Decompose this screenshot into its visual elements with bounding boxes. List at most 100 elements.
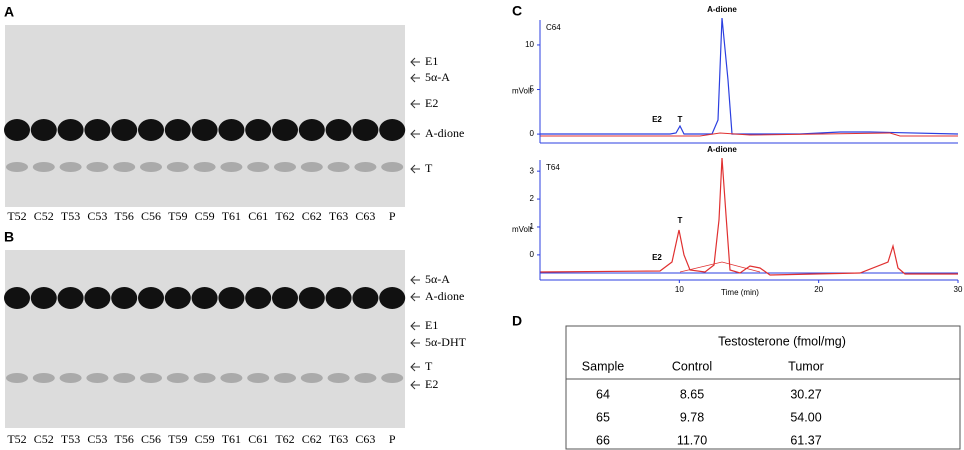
peak-label: E2 (652, 115, 662, 124)
gel-band (352, 119, 379, 141)
x-tick-label: 20 (814, 285, 823, 294)
gel-band-faint (381, 162, 404, 172)
gel-band-faint (86, 162, 109, 172)
gel-band (84, 119, 111, 141)
lane-label: C52 (34, 432, 54, 446)
gel-band (325, 119, 352, 141)
band-label: A-dione (425, 289, 464, 303)
y-tick-label: 0 (530, 129, 535, 138)
x-tick-label: 10 (675, 285, 684, 294)
lane-label: T63 (329, 432, 348, 446)
gel-band (84, 287, 111, 309)
arrow (410, 164, 420, 174)
gel-band-faint (300, 373, 323, 383)
gel-band-faint (140, 373, 162, 383)
panel-label: D (512, 313, 522, 329)
band-label: 5α-A (425, 272, 450, 286)
gel-band-faint (113, 162, 136, 172)
arrow (410, 57, 420, 67)
lane-label: T53 (61, 209, 80, 223)
band-label: E2 (425, 96, 438, 110)
lane-label: T62 (275, 209, 294, 223)
gel-band (298, 119, 325, 141)
band-label: 5α-A (425, 70, 450, 84)
gel-band (325, 287, 352, 309)
arrow (410, 129, 420, 139)
table-title: Testosterone (fmol/mg) (718, 334, 846, 348)
gel-band-faint (32, 373, 55, 383)
lane-label: P (389, 432, 396, 446)
gel-band-faint (300, 162, 323, 172)
lane-label: T56 (115, 209, 134, 223)
gel-band-faint (220, 373, 243, 383)
lane-label: C53 (87, 432, 107, 446)
gel-band (138, 119, 164, 141)
lane-label: T61 (222, 209, 241, 223)
lane-label: T59 (168, 209, 187, 223)
gel-image (5, 250, 405, 428)
gel-band-faint (6, 373, 28, 383)
gel-band (30, 119, 57, 141)
table-frame (565, 325, 961, 450)
gel-band (245, 119, 272, 141)
gel-band-faint (193, 373, 216, 383)
column-header: Sample (582, 359, 624, 373)
lane-label: C61 (248, 432, 268, 446)
gel-band-faint (59, 373, 82, 383)
trace-red (679, 261, 761, 273)
lane-label: C52 (34, 209, 54, 223)
lane-label: T56 (115, 432, 134, 446)
gel-band (30, 287, 57, 309)
y-tick-label: 1 (530, 222, 535, 231)
lane-label: C61 (248, 209, 268, 223)
gel-band (379, 119, 406, 141)
y-axis-label: mVolt (512, 87, 533, 96)
lane-label: T53 (61, 432, 80, 446)
gel-band (272, 287, 298, 309)
gel-band-faint (6, 162, 28, 172)
lane-label: T63 (329, 209, 348, 223)
table-cell: 9.78 (680, 410, 704, 424)
column-header: Tumor (788, 359, 824, 373)
arrow (410, 292, 420, 302)
lane-label: C63 (355, 209, 375, 223)
gel-band-faint (166, 373, 189, 383)
gel-band-faint (113, 373, 136, 383)
band-label: E1 (425, 318, 438, 332)
sample-label: C64 (546, 23, 561, 32)
y-tick-label: 3 (530, 166, 535, 175)
table-cell: 8.65 (680, 387, 704, 401)
table-cell: 30.27 (790, 387, 821, 401)
y-tick-label: 10 (525, 40, 534, 49)
lane-label: T52 (7, 432, 26, 446)
x-tick-label: 30 (954, 285, 963, 294)
gel-band (138, 287, 164, 309)
gel-band-faint (220, 162, 243, 172)
gel-band-faint (59, 162, 82, 172)
table-cell: 66 (596, 433, 610, 447)
gel-band-faint (193, 162, 216, 172)
x-axis-label: Time (min) (721, 288, 759, 297)
arrow (410, 73, 420, 83)
lane-label: C53 (87, 209, 107, 223)
lane-label: C56 (141, 432, 161, 446)
gel-band (164, 287, 191, 309)
lane-label: T61 (222, 432, 241, 446)
lane-label: P (389, 209, 396, 223)
gel-band (4, 119, 30, 141)
lane-label: C59 (195, 432, 215, 446)
gel-band (191, 287, 218, 309)
peak-label: A-dione (707, 145, 737, 154)
peak-label: T (678, 216, 683, 225)
lane-label: C56 (141, 209, 161, 223)
gel-band (245, 287, 272, 309)
lane-label: T62 (275, 432, 294, 446)
gel-band-faint (166, 162, 189, 172)
gel-band-faint (274, 373, 296, 383)
panel-label: A (4, 4, 14, 20)
trace-blue (540, 17, 959, 135)
gel-band-faint (247, 162, 270, 172)
gel-band (111, 119, 138, 141)
lane-label: C62 (302, 432, 322, 446)
